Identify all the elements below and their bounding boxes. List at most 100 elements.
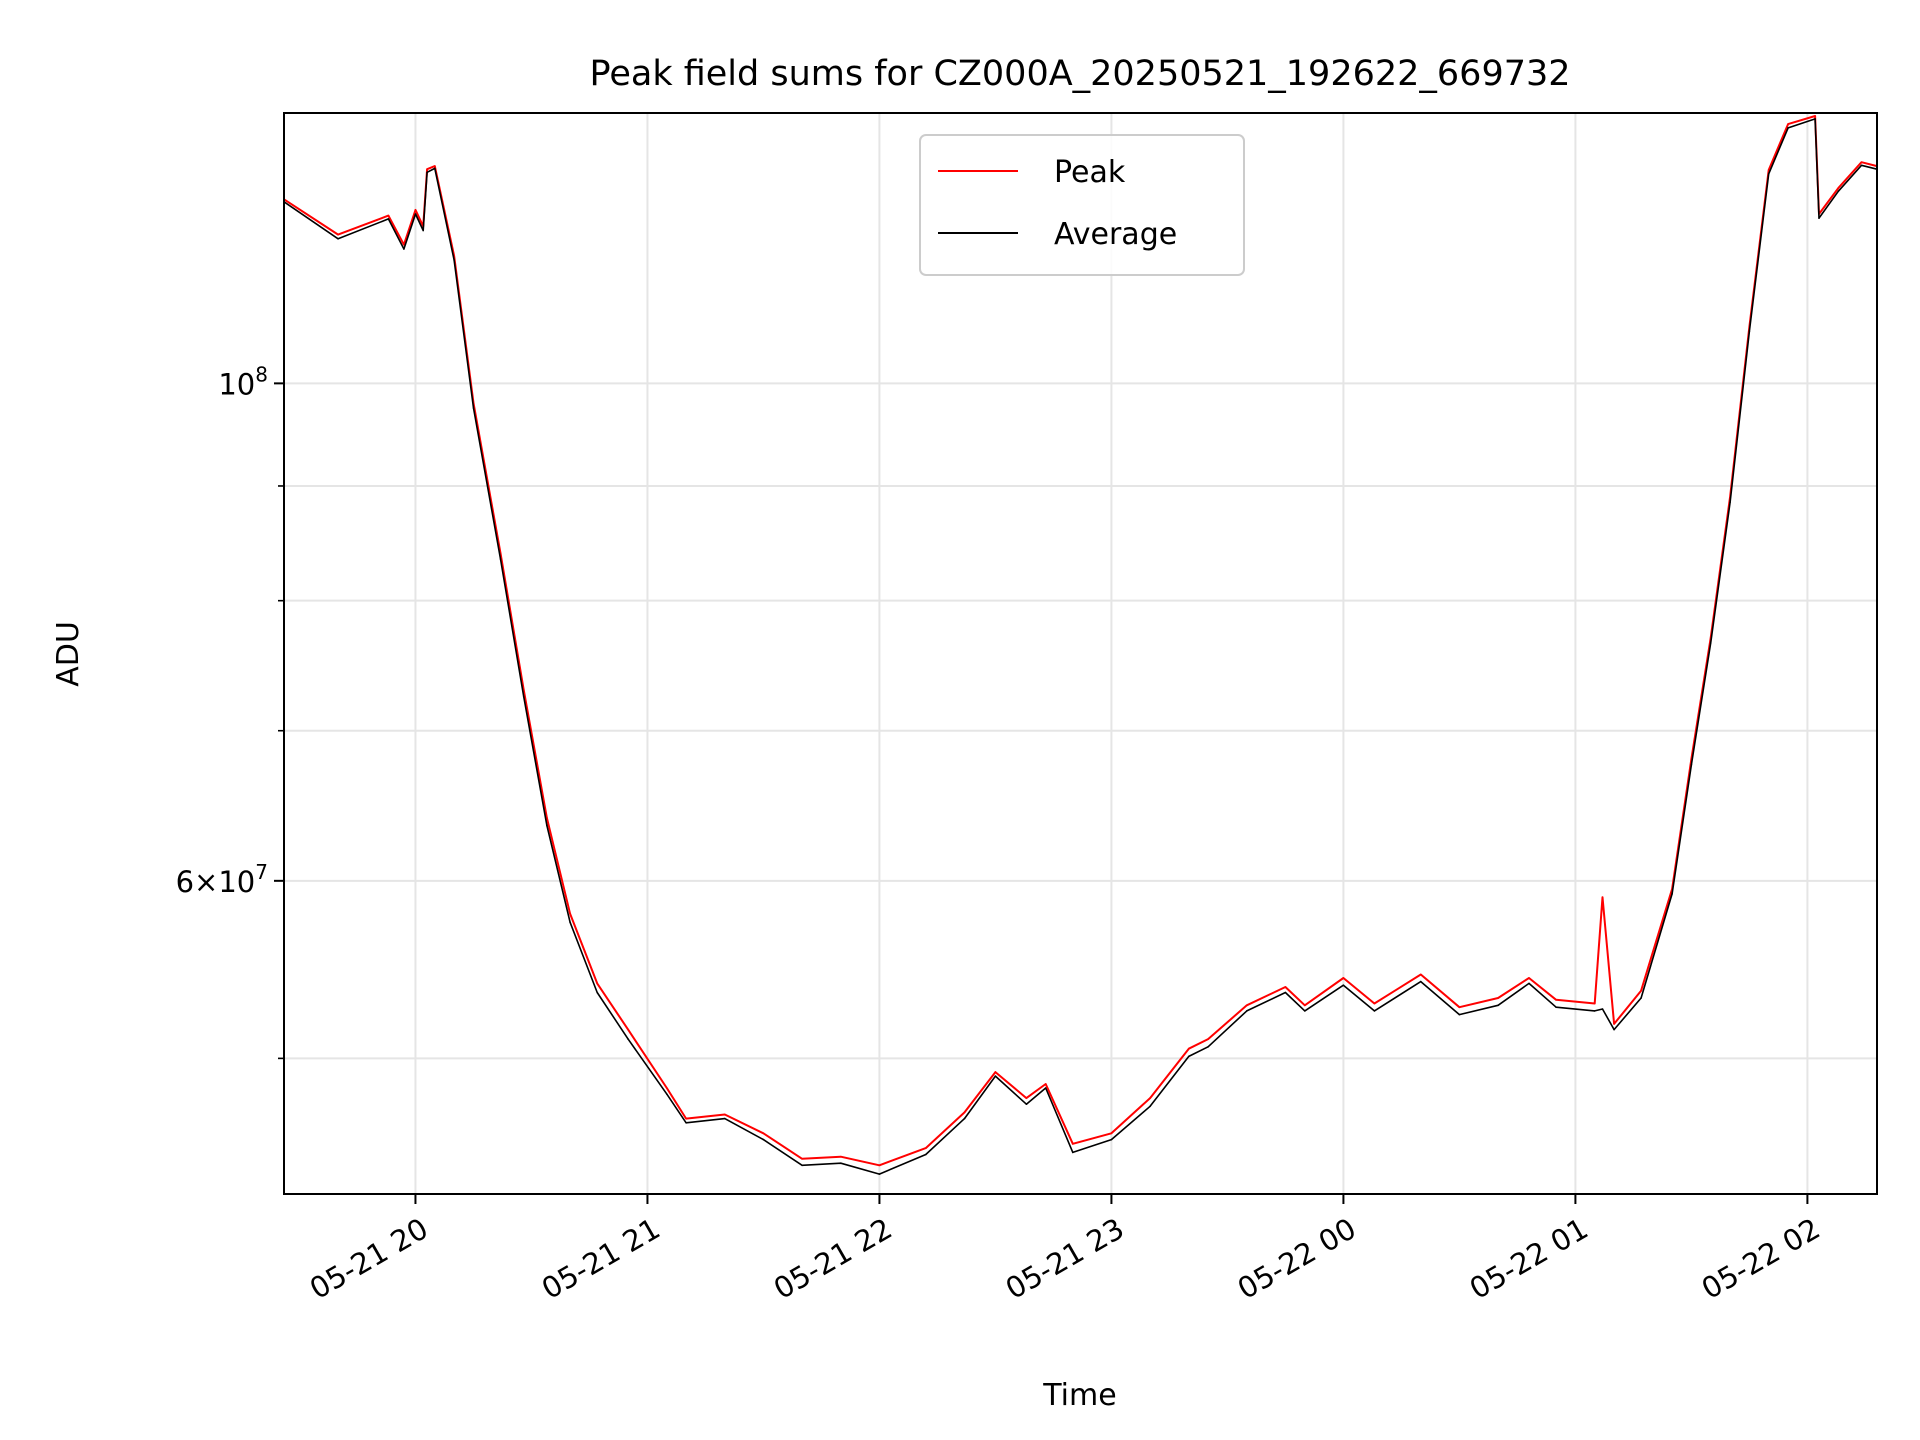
series-point-average xyxy=(426,171,428,174)
series-point-average xyxy=(1110,1138,1113,1141)
series-point-average xyxy=(1304,1010,1306,1012)
series-point-average xyxy=(499,558,502,560)
series-point-average xyxy=(1420,980,1422,983)
series-point-average xyxy=(685,1122,687,1124)
series-point-average xyxy=(666,1093,668,1095)
series-point-average xyxy=(1458,1013,1461,1016)
series-point-peak xyxy=(762,1132,765,1135)
series-point-peak xyxy=(1149,1097,1151,1099)
series-point-average xyxy=(1188,1055,1190,1058)
series-point-average xyxy=(414,213,417,215)
series-point-average xyxy=(1601,1008,1604,1010)
series-point-peak xyxy=(414,209,417,211)
series-point-peak xyxy=(1072,1143,1074,1145)
y-tick-label: 108 xyxy=(218,362,268,401)
series-point-average xyxy=(453,259,455,261)
series-point-average xyxy=(762,1138,765,1141)
series-point-peak xyxy=(1787,123,1789,125)
series-point-peak xyxy=(1373,1002,1376,1005)
series-point-peak xyxy=(1342,977,1345,979)
x-axis-label: Time xyxy=(1042,1378,1116,1413)
series-point-average xyxy=(1373,1010,1376,1012)
legend-label-peak: Peak xyxy=(1054,155,1126,190)
series-point-peak xyxy=(1767,169,1770,171)
series-point-average xyxy=(1748,330,1751,333)
series-point-peak xyxy=(925,1147,927,1149)
series-point-average xyxy=(1860,164,1863,167)
series-point-average xyxy=(1640,997,1642,999)
series-point-peak xyxy=(1420,973,1422,976)
series-point-average xyxy=(1528,982,1530,985)
series-point-peak xyxy=(403,243,405,246)
series-point-average xyxy=(1814,118,1816,120)
series-point-average xyxy=(522,695,525,698)
series-point-average xyxy=(1497,1004,1499,1007)
series-point-peak xyxy=(1640,989,1642,992)
series-point-peak xyxy=(724,1113,726,1116)
series-point-peak xyxy=(801,1158,803,1160)
series-point-peak xyxy=(627,1028,629,1031)
series-point-average xyxy=(403,248,405,250)
series-point-average xyxy=(1787,127,1789,129)
series-point-average xyxy=(1690,763,1693,766)
series-point-average xyxy=(1284,991,1287,994)
series-point-average xyxy=(546,824,548,827)
series-point-peak xyxy=(1528,977,1530,979)
series-point-peak xyxy=(1814,115,1816,117)
series-point-average xyxy=(801,1164,803,1167)
series-point-average xyxy=(387,218,390,220)
series-point-peak xyxy=(1044,1083,1047,1085)
series-point-peak xyxy=(963,1111,966,1114)
series-point-average xyxy=(1767,173,1770,175)
series-point-peak xyxy=(337,233,339,236)
series-point-average xyxy=(337,238,339,240)
series-point-peak xyxy=(1110,1132,1113,1135)
series-point-peak xyxy=(1593,1002,1596,1005)
series-point-average xyxy=(1709,642,1712,644)
series-point-average xyxy=(1837,190,1840,193)
series-point-average xyxy=(724,1117,726,1120)
series-point-peak xyxy=(1025,1097,1028,1099)
series-point-peak xyxy=(1613,1023,1615,1025)
plot-area-frame xyxy=(283,112,1878,1195)
legend-label-average: Average xyxy=(1054,217,1177,252)
legend: Peak Average xyxy=(919,134,1245,276)
series-point-average xyxy=(878,1173,881,1175)
y-axis-label: ADU xyxy=(51,621,86,687)
series-point-peak xyxy=(1497,997,1499,999)
series-point-average xyxy=(434,167,436,170)
series-point-peak xyxy=(994,1071,997,1073)
series-point-average xyxy=(925,1153,927,1156)
series-point-average xyxy=(1818,217,1820,219)
series-point-average xyxy=(1044,1087,1047,1089)
series-point-average xyxy=(1246,1010,1248,1012)
series-point-peak xyxy=(596,982,598,985)
series-point-peak xyxy=(1555,999,1557,1001)
grid-lines xyxy=(284,113,1877,1194)
series-point-peak xyxy=(569,913,571,915)
series-point-average xyxy=(1025,1103,1028,1105)
series-point-average xyxy=(596,991,598,994)
series-point-peak xyxy=(387,214,390,217)
series-point-peak xyxy=(546,817,548,819)
series-point-average xyxy=(1671,893,1673,895)
data-series xyxy=(283,115,1878,1175)
series-point-peak xyxy=(1837,187,1840,189)
series-point-peak xyxy=(426,168,428,170)
series-point-average xyxy=(1149,1105,1151,1108)
series-point-average xyxy=(422,229,425,232)
series-point-average xyxy=(1555,1006,1557,1008)
series-point-peak xyxy=(1860,161,1863,163)
series-point-average xyxy=(1207,1046,1209,1048)
series-point-peak xyxy=(1246,1004,1248,1007)
chart-title: Peak field sums for CZ000A_20250521_1926… xyxy=(589,54,1570,94)
series-point-peak xyxy=(685,1117,687,1120)
series-point-peak xyxy=(1207,1038,1209,1040)
series-point-peak xyxy=(434,165,436,167)
series-point-average xyxy=(963,1117,966,1120)
series-point-peak xyxy=(1458,1006,1461,1008)
series-point-average xyxy=(627,1038,629,1040)
series-point-peak xyxy=(878,1164,881,1167)
series-point-average xyxy=(994,1075,997,1077)
series-point-average xyxy=(1072,1151,1074,1154)
